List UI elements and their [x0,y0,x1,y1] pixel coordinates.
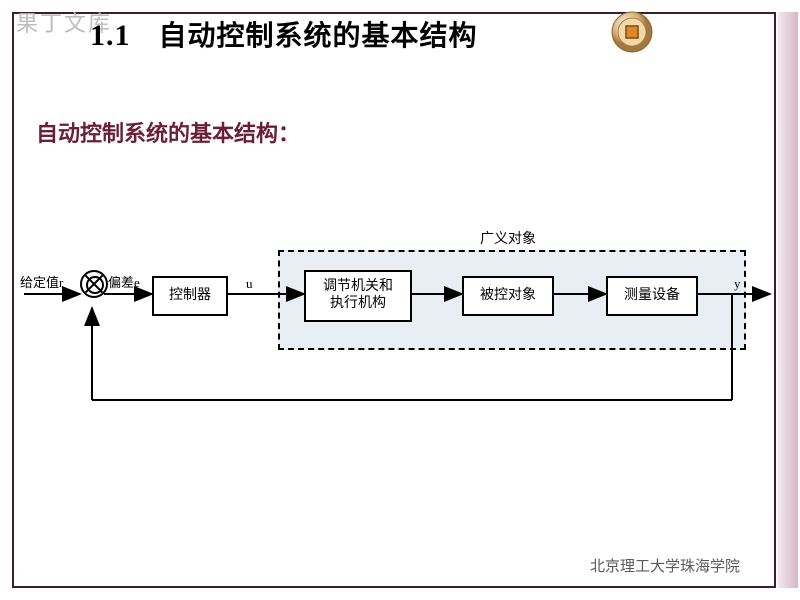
block-controller: 控制器 [152,276,228,316]
subtitle-text: 自动控制系统的基本结构： [36,116,300,148]
bullet-decor-icon [610,10,654,54]
signal-label: y [734,276,741,292]
summing-junction [80,270,108,298]
right-accent-strip [778,12,798,588]
signal-label: 偏差e [108,272,140,291]
block-actuator: 调节机关和执行机构 [304,270,412,322]
section-number: 1.1 [90,19,131,52]
signal-label: u [246,276,253,292]
block-sensor: 测量设备 [606,276,698,316]
slide-title: 1.1 自动控制系统的基本结构 [90,14,478,54]
footer-text: 北京理工大学珠海学院 [590,555,740,576]
block-plant: 被控对象 [462,276,554,316]
diagram-edges [16,232,772,432]
control-system-diagram: 广义对象 控制器调节机关和执行机构被控对象测量设备给定值r偏差euy [16,232,772,432]
signal-label: 给定值r [20,272,63,291]
title-text: 自动控制系统的基本结构 [159,21,478,52]
